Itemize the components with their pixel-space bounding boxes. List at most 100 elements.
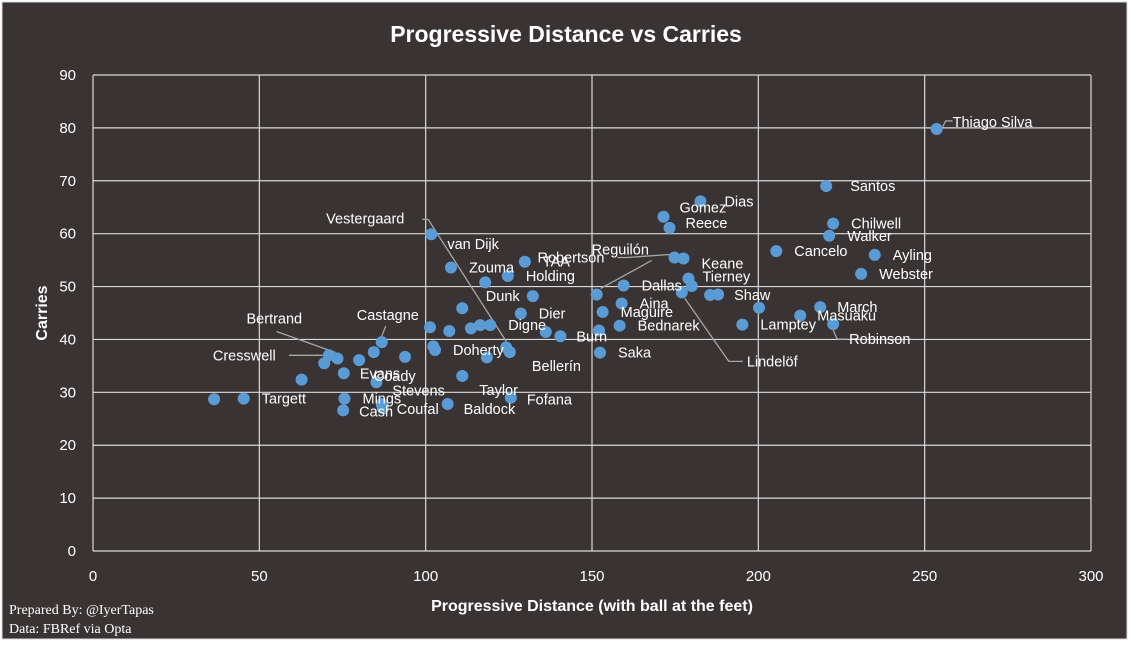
data-point[interactable]: [868, 248, 881, 261]
point-label: Aina: [640, 296, 670, 312]
data-point[interactable]: [617, 279, 630, 292]
y-axis-title: Carries: [34, 285, 51, 340]
data-point[interactable]: [504, 391, 517, 404]
point-label: Santos: [850, 179, 895, 195]
data-point[interactable]: [337, 367, 350, 380]
point-label: Cresswell: [213, 348, 276, 364]
data-point[interactable]: [827, 318, 840, 331]
data-point[interactable]: [295, 373, 308, 386]
point-label: Cash: [359, 404, 393, 420]
point-label: Reguilón: [592, 242, 649, 258]
data-point[interactable]: [444, 261, 457, 274]
data-point[interactable]: [484, 319, 497, 332]
grid-lines: [92, 74, 1092, 552]
data-point[interactable]: [823, 229, 836, 242]
data-point[interactable]: [613, 319, 626, 332]
point-label: Holding: [526, 269, 575, 285]
point-label: Keane: [701, 257, 743, 273]
point-label: Burn: [576, 329, 607, 345]
data-point[interactable]: [712, 288, 725, 301]
data-point[interactable]: [441, 397, 454, 410]
point-label: Saka: [618, 346, 652, 362]
data-point[interactable]: [514, 307, 527, 320]
data-point[interactable]: [399, 350, 412, 363]
data-point[interactable]: [615, 297, 628, 310]
point-label: Baldock: [464, 402, 516, 418]
data-point[interactable]: [668, 251, 681, 264]
data-point[interactable]: [375, 336, 388, 349]
data-point[interactable]: [539, 326, 552, 339]
data-point[interactable]: [208, 393, 221, 406]
point-label: Cancelo: [794, 244, 847, 260]
data-point[interactable]: [318, 357, 331, 370]
data-point[interactable]: [820, 180, 833, 193]
data-point[interactable]: [479, 276, 492, 289]
data-point[interactable]: [596, 305, 609, 318]
x-tick-label: 0: [89, 568, 97, 585]
point-label: Coady: [374, 369, 417, 385]
data-point[interactable]: [592, 324, 605, 337]
data-point[interactable]: [427, 340, 440, 353]
data-point[interactable]: [443, 324, 456, 337]
point-label: Taylor: [479, 383, 518, 399]
data-point[interactable]: [480, 351, 493, 364]
data-point[interactable]: [694, 195, 707, 208]
data-point[interactable]: [370, 376, 383, 389]
data-point[interactable]: [526, 290, 539, 303]
y-tick-label: 10: [59, 490, 76, 507]
data-point[interactable]: [752, 301, 765, 314]
point-label: Dunk: [486, 289, 521, 305]
y-tick-label: 70: [59, 173, 76, 190]
data-point[interactable]: [663, 221, 676, 234]
data-point[interactable]: [770, 245, 783, 258]
data-point[interactable]: [337, 404, 350, 417]
label-leader-line: [942, 120, 953, 128]
x-tick-label: 150: [579, 568, 604, 585]
data-point[interactable]: [930, 122, 943, 135]
data-point[interactable]: [593, 346, 606, 359]
data-point[interactable]: [518, 255, 531, 268]
data-point[interactable]: [423, 321, 436, 334]
data-point[interactable]: [794, 309, 807, 322]
data-point[interactable]: [827, 217, 840, 230]
data-point[interactable]: [456, 302, 469, 315]
data-point[interactable]: [367, 346, 380, 359]
data-point[interactable]: [657, 210, 670, 223]
point-label: Masuaku: [817, 309, 876, 325]
x-tick-label: 300: [1078, 568, 1103, 585]
data-point[interactable]: [855, 267, 868, 280]
label-leader-line: [684, 298, 743, 363]
label-leader-line: [617, 253, 670, 259]
data-point[interactable]: [237, 392, 250, 405]
data-point[interactable]: [375, 397, 388, 410]
data-point[interactable]: [338, 392, 351, 405]
data-point[interactable]: [590, 288, 603, 301]
point-label: Targett: [262, 392, 306, 408]
data-point[interactable]: [554, 330, 567, 343]
data-point[interactable]: [814, 301, 827, 314]
point-label: Digne: [508, 318, 546, 334]
point-label: van Dijk: [447, 237, 499, 253]
data-point[interactable]: [456, 369, 469, 382]
label-leader-line: [381, 325, 387, 337]
data-point[interactable]: [474, 319, 487, 332]
x-tick-label: 250: [912, 568, 937, 585]
y-tick-label: 80: [59, 120, 76, 137]
y-tick-label: 20: [59, 437, 76, 454]
data-point[interactable]: [685, 280, 698, 293]
data-point[interactable]: [736, 318, 749, 331]
data-point[interactable]: [501, 269, 514, 282]
point-label: Ayling: [893, 248, 932, 264]
data-point[interactable]: [677, 252, 690, 265]
data-point[interactable]: [425, 228, 438, 241]
data-point[interactable]: [503, 346, 516, 359]
x-tick-label: 50: [251, 568, 268, 585]
point-label: Walker: [847, 229, 892, 245]
x-axis-title: Progressive Distance (with ball at the f…: [431, 598, 753, 615]
data-point[interactable]: [675, 286, 688, 299]
point-label: Reece: [686, 216, 728, 232]
data-point[interactable]: [464, 322, 477, 335]
data-point[interactable]: [353, 354, 366, 367]
